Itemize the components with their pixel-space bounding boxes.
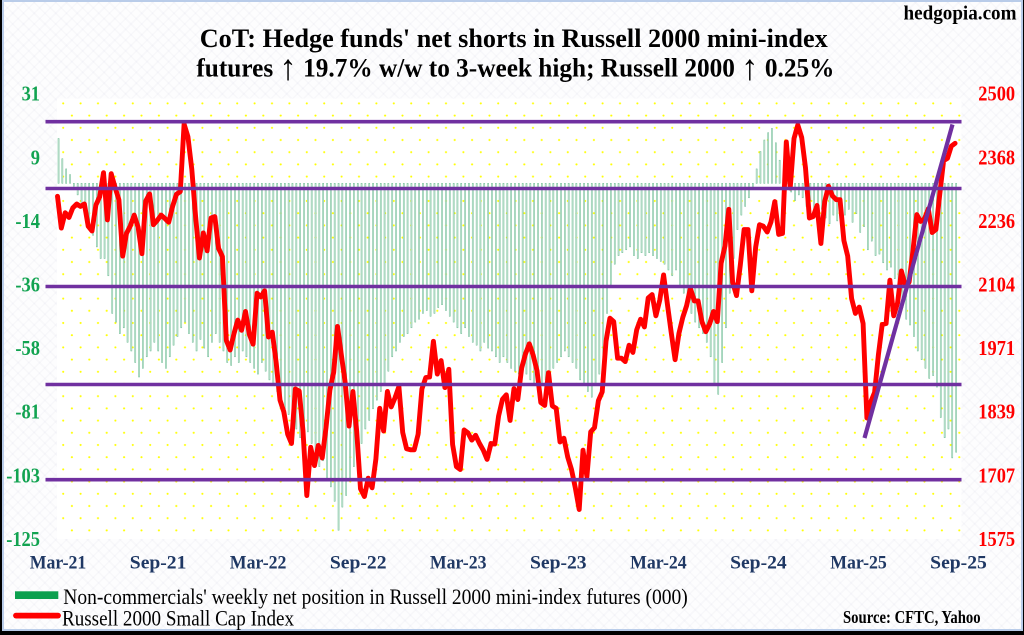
svg-text:-81: -81 [15,400,40,424]
svg-text:futures ↑ 19.7% w/w to 3-week: futures ↑ 19.7% w/w to 3-week high; Russ… [196,47,834,87]
svg-text:-36: -36 [15,273,40,297]
svg-text:hedgopia.com: hedgopia.com [904,3,1017,25]
svg-text:Sep-23: Sep-23 [530,553,587,574]
svg-text:9: 9 [31,145,40,169]
svg-text:Mar-23: Mar-23 [430,553,487,574]
svg-text:Sep-22: Sep-22 [330,553,387,574]
svg-text:Source: CFTC, Yahoo: Source: CFTC, Yahoo [843,607,981,627]
svg-text:2500: 2500 [978,82,1015,106]
svg-text:-14: -14 [15,209,40,233]
svg-text:Mar-24: Mar-24 [630,553,687,574]
svg-text:Sep-24: Sep-24 [730,553,787,574]
svg-text:Sep-21: Sep-21 [130,553,187,574]
svg-text:Mar-22: Mar-22 [230,553,287,574]
svg-text:Mar-21: Mar-21 [30,553,87,574]
svg-text:2368: 2368 [978,145,1015,169]
svg-text:2104: 2104 [978,273,1015,297]
svg-text:-103: -103 [6,463,40,487]
svg-text:2236: 2236 [978,209,1015,233]
svg-text:1839: 1839 [978,400,1015,424]
svg-text:-58: -58 [15,336,40,360]
svg-text:Sep-25: Sep-25 [930,553,987,574]
svg-text:-125: -125 [6,527,40,551]
svg-text:1707: 1707 [978,463,1015,487]
svg-text:31: 31 [22,82,40,106]
svg-text:Non-commercials' weekly net po: Non-commercials' weekly net position in … [63,584,688,609]
svg-text:1575: 1575 [978,527,1015,551]
svg-text:1971: 1971 [978,336,1015,360]
svg-text:CoT: Hedge funds' net shorts i: CoT: Hedge funds' net shorts in Russell … [200,24,828,53]
svg-text:Russell 2000 Small Cap Index: Russell 2000 Small Cap Index [62,606,294,631]
svg-text:Mar-25: Mar-25 [830,553,887,574]
